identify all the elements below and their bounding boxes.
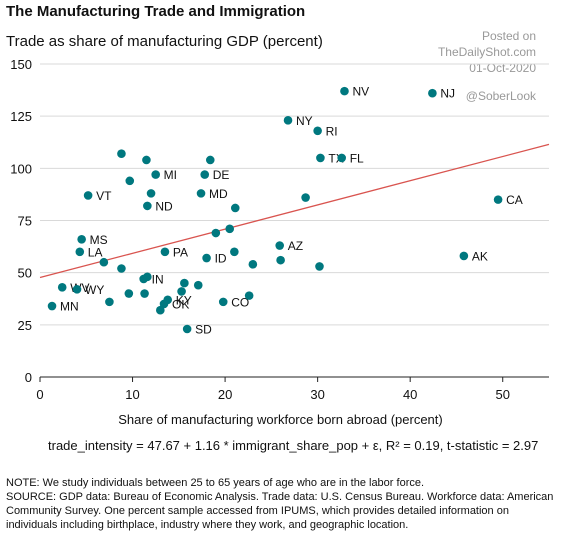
data-point [211, 228, 221, 238]
data-point [77, 234, 86, 244]
data-point [225, 224, 235, 234]
point-label: DE [213, 168, 230, 182]
y-tick-label: 75 [18, 214, 32, 229]
point-label: SD [195, 323, 212, 337]
y-tick-label: 25 [18, 318, 32, 333]
data-point [47, 301, 57, 311]
data-point [99, 257, 109, 267]
point-label: MI [164, 168, 177, 182]
point-label: AK [472, 249, 488, 263]
x-tick-label: 20 [218, 387, 232, 402]
y-tick-label: 0 [25, 370, 32, 385]
point-label: MN [60, 300, 79, 314]
data-point [340, 86, 349, 96]
footnote: NOTE: We study individuals between 25 to… [6, 476, 561, 532]
x-tick-label: 0 [36, 387, 43, 402]
point-label: ND [155, 199, 173, 213]
watermark-site: TheDailyShot.com [437, 45, 536, 59]
data-point [143, 272, 152, 282]
data-point [337, 153, 346, 163]
page-title: The Manufacturing Trade and Immigration [6, 3, 306, 20]
data-point [200, 170, 210, 179]
x-axis-title: Share of manufacturing workforce born ab… [118, 412, 442, 427]
data-point [202, 253, 211, 263]
data-point [156, 305, 165, 315]
point-label: WY [85, 283, 104, 297]
data-point [283, 116, 293, 125]
scatter-plot: 0 25 50 75 100 125 150 0 10 20 30 40 50 Share of manu… [10, 57, 550, 427]
note-text: NOTE: We study individuals between 25 to… [6, 477, 425, 489]
data-point [57, 282, 67, 292]
point-label: KY [176, 293, 192, 307]
source-text: SOURCE: GDP data: Bureau of Economic Ana… [6, 491, 554, 531]
data-point [140, 289, 149, 298]
x-tick-label: 30 [310, 387, 324, 402]
point-label: LA [88, 245, 103, 259]
y-tick-label: 50 [18, 266, 32, 281]
data-point [276, 255, 285, 265]
watermark-handle: @SoberLook [465, 89, 536, 103]
point-label: PA [173, 245, 188, 259]
data-point [230, 247, 239, 257]
data-point [125, 176, 135, 186]
x-tick-label: 10 [125, 387, 139, 402]
data-point [142, 155, 151, 165]
data-point [244, 291, 254, 300]
data-point [75, 247, 85, 257]
data-point [428, 88, 437, 98]
point-label: IN [152, 272, 164, 286]
watermark: Posted on TheDailyShot.com 01-Oct-2020 [438, 28, 536, 76]
data-point [182, 324, 192, 334]
data-point [493, 195, 503, 204]
y-tick-label: 100 [10, 161, 32, 176]
data-point [218, 297, 228, 307]
data-point [72, 285, 82, 294]
watermark-posted-on: Posted on [481, 29, 536, 43]
x-tick-label: 50 [495, 387, 509, 402]
data-point [193, 280, 203, 290]
data-point [180, 278, 189, 288]
point-label: ID [215, 252, 227, 266]
point-label: NJ [440, 87, 455, 101]
data-point [151, 170, 160, 179]
point-label: RI [326, 124, 338, 138]
point-label: NV [352, 85, 369, 99]
y-tick-label: 125 [10, 109, 32, 124]
data-point [316, 153, 325, 163]
data-point [177, 287, 186, 296]
point-label: MD [209, 187, 228, 201]
data-point [105, 297, 114, 307]
data-point [124, 289, 134, 298]
data-point [159, 299, 169, 309]
data-point [275, 241, 284, 250]
data-point [143, 201, 152, 211]
point-label: AZ [288, 239, 303, 253]
data-point [248, 260, 258, 269]
data-point [160, 247, 170, 257]
data-point [117, 264, 126, 273]
trend-line [39, 143, 550, 279]
point-label: MS [90, 233, 108, 247]
data-point [313, 126, 322, 136]
data-point [230, 203, 240, 213]
data-point [315, 262, 324, 271]
data-point [196, 189, 206, 198]
data-point [117, 149, 126, 159]
point-label: CO [231, 295, 249, 309]
data-point [301, 193, 310, 202]
data-point [83, 191, 93, 200]
x-tick-label: 40 [403, 387, 417, 402]
y-tick-label: 150 [10, 57, 32, 72]
y-axis-title: Trade as share of manufacturing GDP (per… [6, 33, 323, 50]
point-label: VT [96, 189, 112, 203]
data-point [459, 251, 469, 261]
point-label: CA [506, 193, 523, 207]
data-point [146, 189, 156, 198]
point-label: OK [172, 297, 189, 311]
point-label: NY [296, 114, 313, 128]
data-point [205, 155, 215, 165]
point-label: FL [350, 151, 364, 165]
regression-equation: trade_intensity = 47.67 + 1.16 * immigra… [48, 438, 539, 453]
